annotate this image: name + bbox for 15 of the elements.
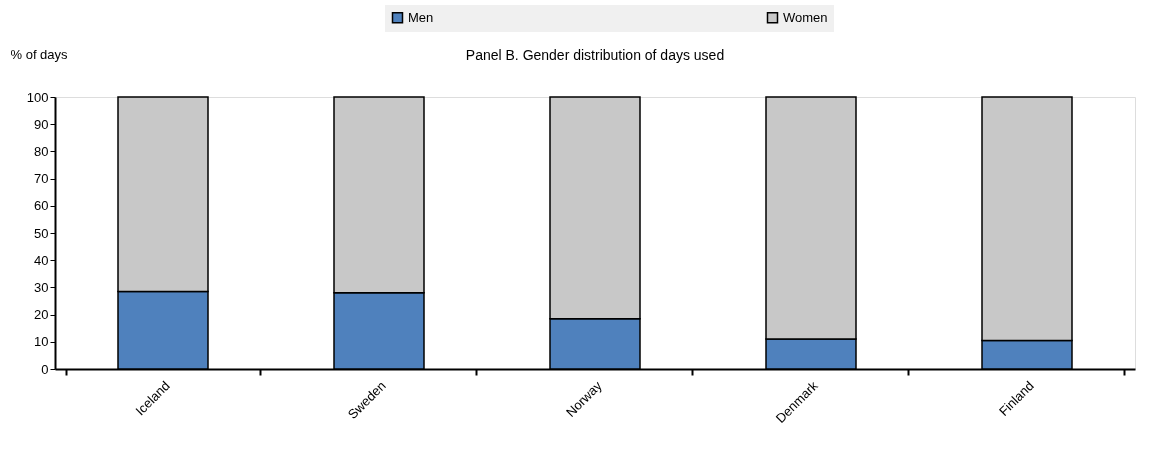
y-tick-label: 80 [34, 143, 49, 159]
y-tick-label: 90 [34, 116, 49, 132]
y-tick-label: 60 [34, 198, 49, 214]
y-tick-label: 30 [34, 279, 49, 295]
y-axis-title: % of days [10, 46, 69, 62]
legend-label: Women [783, 9, 828, 25]
chart-title: Panel B. Gender distribution of days used [465, 47, 725, 63]
legend-label: Men [408, 9, 434, 25]
y-tick-label: 20 [34, 307, 49, 323]
y-tick-label: 10 [34, 334, 49, 350]
y-tick-label: 70 [34, 171, 49, 187]
y-tick-label: 100 [26, 89, 49, 105]
y-tick-label: 0 [41, 361, 49, 377]
y-tick-label: 50 [34, 225, 49, 241]
y-tick-label: 40 [34, 252, 49, 268]
